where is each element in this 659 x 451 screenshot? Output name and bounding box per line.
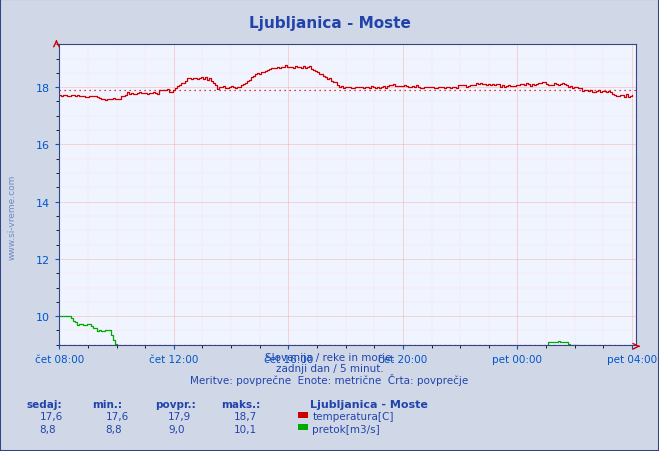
Text: Ljubljanica - Moste: Ljubljanica - Moste [248,16,411,31]
Text: temperatura[C]: temperatura[C] [312,411,394,421]
Text: 17,6: 17,6 [105,411,129,421]
Text: Ljubljanica - Moste: Ljubljanica - Moste [310,399,428,409]
Text: povpr.:: povpr.: [155,399,196,409]
Text: 8,8: 8,8 [40,424,56,434]
Text: sedaj:: sedaj: [26,399,62,409]
Text: 10,1: 10,1 [234,424,257,434]
Text: min.:: min.: [92,399,123,409]
Text: pretok[m3/s]: pretok[m3/s] [312,424,380,434]
Text: 18,7: 18,7 [234,411,257,421]
Text: 17,9: 17,9 [168,411,191,421]
Text: Meritve: povprečne  Enote: metrične  Črta: povprečje: Meritve: povprečne Enote: metrične Črta:… [190,373,469,386]
Text: 9,0: 9,0 [168,424,185,434]
Text: zadnji dan / 5 minut.: zadnji dan / 5 minut. [275,363,384,373]
Text: 17,6: 17,6 [40,411,63,421]
Text: maks.:: maks.: [221,399,260,409]
Text: www.si-vreme.com: www.si-vreme.com [7,174,16,259]
Text: Slovenija / reke in morje.: Slovenija / reke in morje. [264,353,395,363]
Text: 8,8: 8,8 [105,424,122,434]
